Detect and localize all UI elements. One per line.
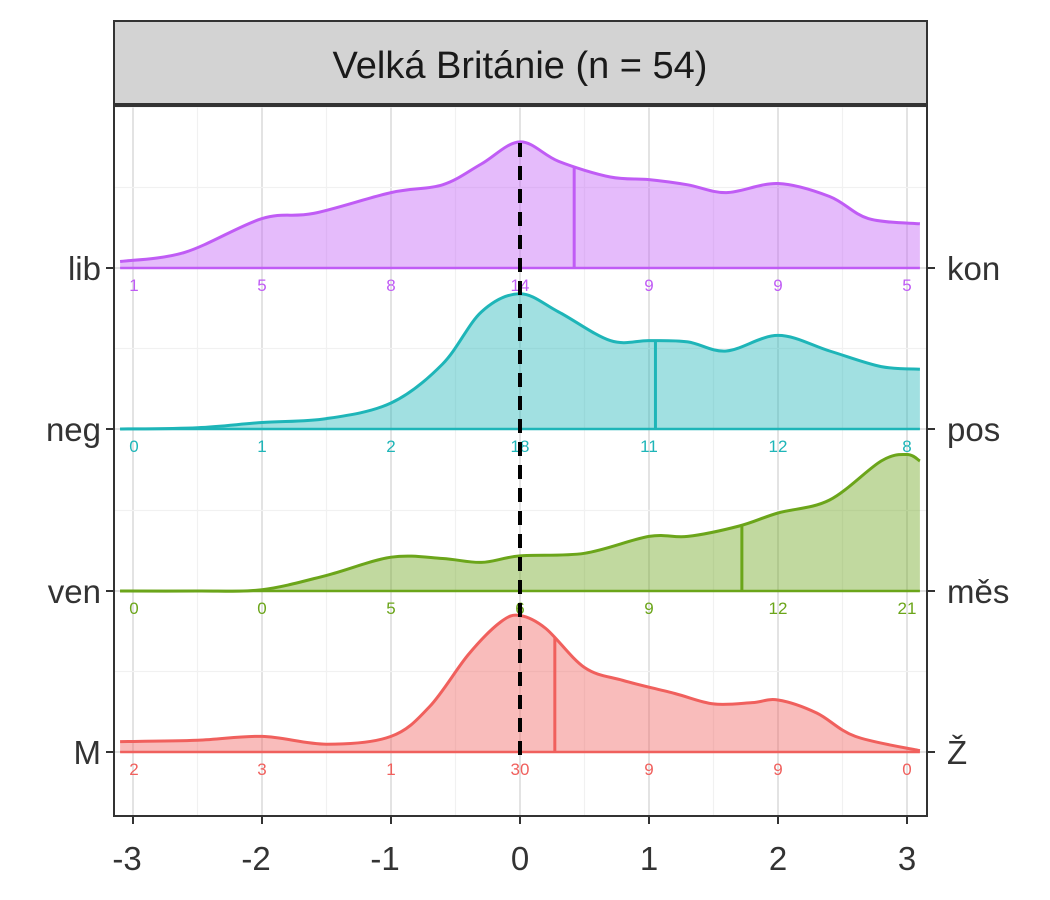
density-line (119, 140, 921, 263)
count-label: 9 (644, 760, 653, 779)
left-label-lib: lib (68, 250, 101, 287)
count-label: 12 (769, 599, 788, 618)
count-label: 9 (773, 760, 782, 779)
count-label: 9 (644, 276, 653, 295)
count-label: 8 (902, 437, 911, 456)
count-label: 9 (644, 599, 653, 618)
density-line (120, 292, 920, 431)
left-label-M: M (74, 734, 102, 771)
x-tick-label: 2 (769, 840, 787, 877)
right-label-kon: kon (947, 250, 1000, 287)
left-label-ven: ven (48, 573, 101, 610)
x-tick-label: 3 (898, 840, 916, 877)
count-label: 21 (898, 599, 917, 618)
count-label: 0 (129, 437, 138, 456)
count-label: 1 (386, 760, 395, 779)
x-tick-label: -3 (112, 840, 141, 877)
left-label-neg: neg (46, 411, 101, 448)
count-label: 5 (257, 276, 266, 295)
chart-title: Velká Británie (n = 54) (333, 45, 708, 87)
x-tick-label: 1 (640, 840, 658, 877)
count-label: 9 (773, 276, 782, 295)
count-label: 0 (257, 599, 266, 618)
count-label: 5 (386, 599, 395, 618)
count-label: 0 (129, 599, 138, 618)
right-label-pos: pos (947, 411, 1000, 448)
count-label: 0 (902, 760, 911, 779)
count-label: 11 (640, 437, 658, 456)
right-label-Ž: Ž (947, 734, 967, 771)
count-label: 5 (902, 276, 911, 295)
density-area (120, 141, 920, 268)
count-label: 3 (257, 760, 266, 779)
count-label: 2 (386, 437, 395, 456)
count-label: 1 (257, 437, 266, 456)
x-tick-label: -1 (370, 840, 399, 877)
count-label: 1 (129, 276, 138, 295)
count-label: 30 (511, 760, 530, 779)
count-label: 8 (386, 276, 395, 295)
density-line (120, 452, 921, 593)
count-label: 12 (769, 437, 788, 456)
density-line (120, 613, 921, 753)
count-label: 2 (129, 760, 138, 779)
x-tick-label: 0 (511, 840, 529, 877)
count-labels: 15814995012181112800569122123130990 (129, 276, 916, 779)
right-label-měs: měs (947, 573, 1009, 610)
density-area (120, 454, 920, 592)
strip-background (113, 20, 928, 105)
x-tick-label: -2 (241, 840, 270, 877)
